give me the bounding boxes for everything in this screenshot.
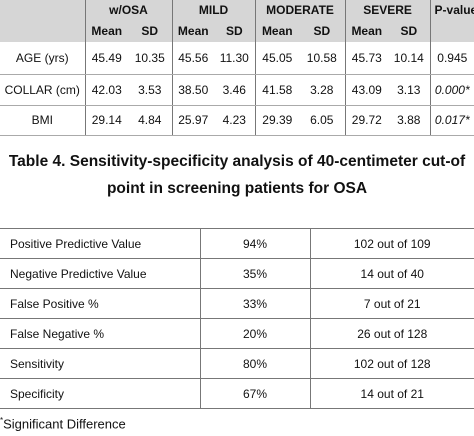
group-header: w/OSA: [84, 0, 173, 20]
cell: 3.28: [299, 74, 346, 106]
cell: 26 out of 128: [309, 318, 474, 349]
cell: 20%: [199, 318, 310, 349]
subheader: Mean: [171, 20, 215, 42]
cell: 80%: [199, 348, 310, 379]
footnote-mark: *: [0, 416, 4, 425]
subheader: Mean: [84, 20, 128, 42]
cell: 10.58: [299, 42, 346, 75]
cell: 38.50: [171, 74, 215, 106]
data-row: AGE (yrs) 45.49 10.35 45.56 11.30 45.05 10.58 4…: [0, 42, 474, 75]
cell: 43.09: [344, 74, 389, 106]
cell: 14 out of 21: [309, 378, 474, 409]
subheader: SD: [128, 20, 173, 42]
p-value: 0.945: [429, 42, 474, 75]
p-value: 0.000*: [429, 74, 474, 106]
stats-table: w/OSA MILD MODERATE SEVERE P-value Mean SD Mean…: [0, 0, 474, 136]
cell: 102 out of 128: [309, 348, 474, 379]
cell: 42.03: [84, 74, 128, 106]
title-line: Table 4. Sensitivity-specificity analysi…: [8, 153, 466, 170]
cell: 45.73: [344, 42, 389, 75]
data-row: Negative Predictive Value 35% 14 out of 40: [0, 258, 474, 289]
data-row: False Positive % 33% 7 out of 21: [0, 288, 474, 319]
cell: 14 out of 40: [309, 258, 474, 289]
cell: 4.23: [214, 105, 256, 136]
cell: 45.05: [254, 42, 300, 75]
pvalue-header: P-value: [429, 0, 474, 20]
cell: 10.35: [128, 42, 173, 75]
header-cell: [429, 20, 474, 42]
analysis-table: Positive Predictive Value 94% 102 out of 1…: [0, 228, 474, 409]
row-label: BMI: [0, 105, 85, 136]
subheader-row: Mean SD Mean SD Mean SD Mean SD: [0, 20, 474, 42]
cell: 33%: [199, 288, 310, 319]
cell: 29.39: [254, 105, 300, 136]
footnote-text: Significant Difference: [3, 416, 126, 432]
p-value: 0.017*: [429, 105, 474, 136]
cell: 6.05: [299, 105, 346, 136]
cell: 3.88: [388, 105, 431, 136]
cell: 45.49: [84, 42, 128, 75]
title-line: point in screening patients for OSA: [106, 180, 368, 197]
cell: False Positive %: [0, 288, 200, 319]
header-cell: [0, 0, 85, 20]
footnote: *Significant Difference: [0, 416, 126, 431]
cell: Negative Predictive Value: [0, 258, 200, 289]
group-header: MILD: [171, 0, 256, 20]
data-row: False Negative % 20% 26 out of 128: [0, 318, 474, 349]
subheader: SD: [214, 20, 256, 42]
cell: 41.58: [254, 74, 300, 106]
cell: Sensitivity: [0, 348, 200, 379]
data-row: BMI 29.14 4.84 25.97 4.23 29.39 6.05 29.72 3.88 0…: [0, 105, 474, 136]
subheader: SD: [388, 20, 431, 42]
data-row: Sensitivity 80% 102 out of 128: [0, 348, 474, 379]
cell: Positive Predictive Value: [0, 228, 200, 259]
table-title: Table 4. Sensitivity-specificity analysi…: [0, 148, 474, 202]
data-row: COLLAR (cm) 42.03 3.53 38.50 3.46 41.58 3.28 43…: [0, 74, 474, 106]
cell: 11.30: [214, 42, 256, 75]
cell: 45.56: [171, 42, 215, 75]
cell: 25.97: [171, 105, 215, 136]
cell: 4.84: [128, 105, 173, 136]
cell: 7 out of 21: [309, 288, 474, 319]
data-row: Specificity 67% 14 out of 21: [0, 378, 474, 409]
header-row: w/OSA MILD MODERATE SEVERE P-value: [0, 0, 474, 20]
row-label: COLLAR (cm): [0, 74, 85, 106]
cell: Specificity: [0, 378, 200, 409]
data-row: Positive Predictive Value 94% 102 out of 1…: [0, 228, 474, 259]
subheader: Mean: [344, 20, 389, 42]
subheader: SD: [299, 20, 346, 42]
cell: 3.53: [128, 74, 173, 106]
cell: 35%: [199, 258, 310, 289]
cell: 67%: [199, 378, 310, 409]
cell: 3.46: [214, 74, 256, 106]
cell: 102 out of 109: [309, 228, 474, 259]
row-label: AGE (yrs): [0, 42, 85, 75]
header-cell: [0, 20, 85, 42]
cell: 29.72: [344, 105, 389, 136]
subheader: Mean: [254, 20, 300, 42]
cell: False Negative %: [0, 318, 200, 349]
group-header: SEVERE: [344, 0, 431, 20]
group-header: MODERATE: [254, 0, 346, 20]
cell: 3.13: [388, 74, 431, 106]
cell: 10.14: [388, 42, 431, 75]
cell: 94%: [199, 228, 310, 259]
cell: 29.14: [84, 105, 128, 136]
